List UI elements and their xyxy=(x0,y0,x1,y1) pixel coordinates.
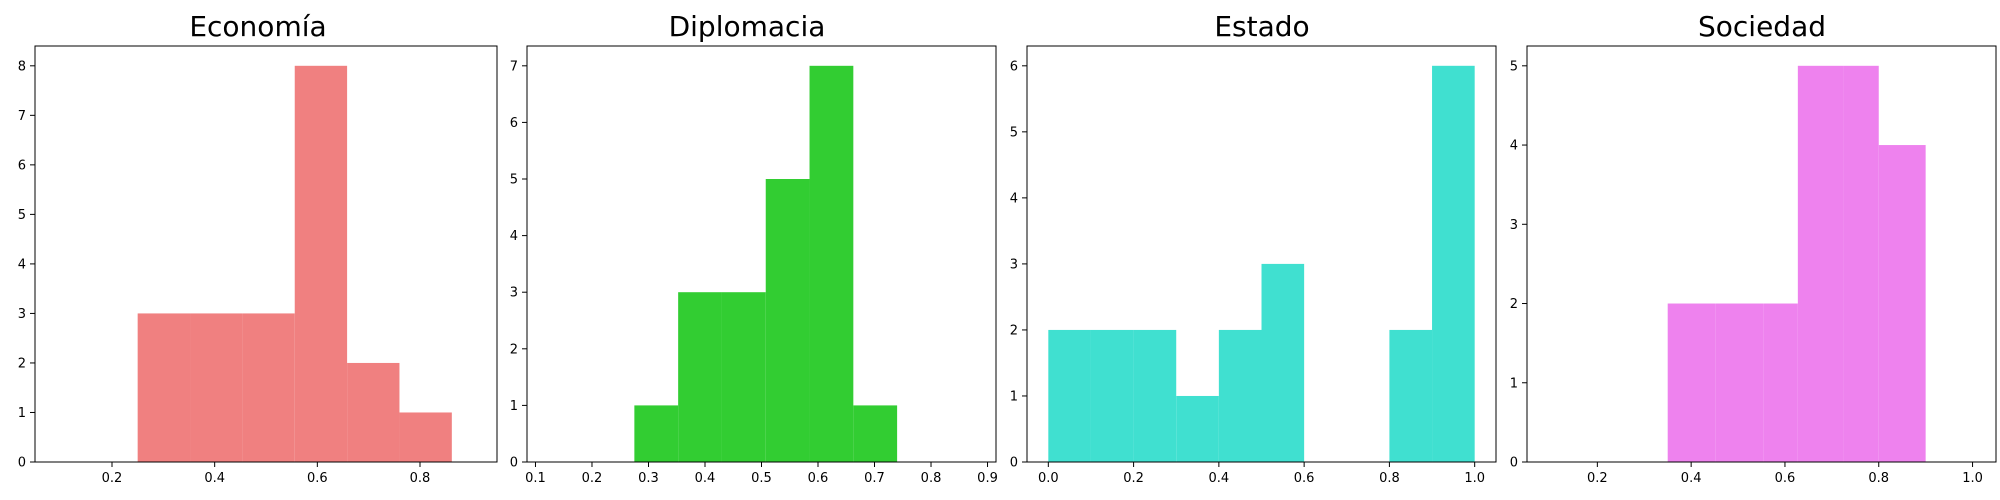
y-tick-label: 0 xyxy=(510,456,518,471)
x-tick-label: 0.8 xyxy=(1379,471,1400,486)
panel-title: Estado xyxy=(1214,10,1310,43)
y-tick-label: 2 xyxy=(510,342,518,357)
y-tick-label: 0 xyxy=(1510,456,1518,471)
x-tick-label: 0.6 xyxy=(1775,471,1796,486)
panel-title: Economía xyxy=(189,10,327,43)
y-tick-label: 5 xyxy=(1510,59,1518,74)
y-tick-label: 1 xyxy=(1510,376,1518,391)
panel-diplomacia: Diplomacia 0.1 0.2 0.3 0.4 0.5 0.6 0.7 0.8 0.9 0 1… xyxy=(510,10,998,486)
y-tick-label: 3 xyxy=(1010,257,1018,272)
panel-title: Sociedad xyxy=(1697,10,1826,43)
y-tick-label: 3 xyxy=(510,286,518,301)
histogram-bar xyxy=(1218,329,1262,462)
y-tick-label: 6 xyxy=(18,158,26,173)
histogram-diplomacia: 0.1 0.2 0.3 0.4 0.5 0.6 0.7 0.8 0.9 0 1 2 3 4 5 6 7 xyxy=(510,45,998,486)
histogram-bar xyxy=(242,313,295,462)
histogram-bar xyxy=(1261,263,1305,462)
axes-frame xyxy=(1526,45,1997,463)
histogram-bar xyxy=(853,405,898,462)
x-tick-label: 0.8 xyxy=(921,471,942,486)
histogram-bar xyxy=(399,412,452,462)
y-tick-label: 6 xyxy=(510,116,518,131)
histogram-bar xyxy=(1843,65,1879,463)
x-tick-label: 0.9 xyxy=(977,471,998,486)
y-tick-label: 4 xyxy=(18,257,26,272)
x-tick-label: 0.6 xyxy=(808,471,829,486)
x-tick-label: 0.2 xyxy=(102,471,123,486)
x-tick-label: 0.4 xyxy=(1681,471,1702,486)
panel-estado: Estado 0.0 0.2 0.4 0.6 0.8 1.0 0 1 2 3 4 5 6 xyxy=(1010,10,1497,486)
x-tick-label: 0.4 xyxy=(204,471,225,486)
x-tick-label: 0.7 xyxy=(864,471,885,486)
panel-title: Diplomacia xyxy=(668,10,826,43)
histogram-bar xyxy=(721,292,766,462)
axes-frame xyxy=(1026,45,1497,463)
histogram-bar xyxy=(765,179,810,462)
y-tick-label: 2 xyxy=(1010,323,1018,338)
histogram-bar xyxy=(1176,395,1219,462)
histogram-bar xyxy=(1432,65,1475,463)
histogram-economia: 0.2 0.4 0.6 0.8 0 1 2 3 4 5 6 7 8 xyxy=(18,45,498,486)
y-tick-label: 5 xyxy=(510,173,518,188)
y-tick-label: 6 xyxy=(1010,59,1018,74)
axes-frame xyxy=(34,45,498,463)
y-tick-label: 1 xyxy=(18,406,26,421)
histogram-bar xyxy=(1715,303,1764,462)
y-tick-label: 7 xyxy=(18,109,26,124)
y-tick-label: 0 xyxy=(18,456,26,471)
histogram-bar xyxy=(1389,329,1433,462)
histogram-bar xyxy=(294,65,348,463)
x-tick-label: 0.6 xyxy=(1294,471,1315,486)
x-tick-label: 0.2 xyxy=(1587,471,1608,486)
x-tick-label: 0.1 xyxy=(525,471,546,486)
x-tick-label: 0.0 xyxy=(1038,471,1059,486)
histogram-bar xyxy=(634,405,679,462)
histogram-bar xyxy=(1878,145,1926,463)
y-tick-label: 4 xyxy=(1510,139,1518,154)
histogram-bar xyxy=(809,65,854,463)
histogram-bar xyxy=(1797,65,1844,463)
y-tick-label: 4 xyxy=(510,229,518,244)
x-tick-label: 0.5 xyxy=(751,471,772,486)
y-tick-label: 2 xyxy=(1510,297,1518,312)
x-tick-label: 0.4 xyxy=(695,471,716,486)
y-tick-label: 5 xyxy=(18,208,26,223)
x-tick-label: 0.6 xyxy=(307,471,328,486)
x-tick-label: 0.2 xyxy=(582,471,603,486)
y-tick-label: 1 xyxy=(510,399,518,414)
y-tick-label: 3 xyxy=(1510,218,1518,233)
y-tick-label: 4 xyxy=(1010,191,1018,206)
y-tick-label: 2 xyxy=(18,356,26,371)
histogram-bar xyxy=(678,292,722,462)
x-tick-label: 0.8 xyxy=(1868,471,1889,486)
x-tick-label: 1.0 xyxy=(1962,471,1983,486)
histogram-bar xyxy=(190,313,243,462)
x-tick-label: 1.0 xyxy=(1464,471,1485,486)
x-tick-label: 0.2 xyxy=(1123,471,1144,486)
y-tick-label: 0 xyxy=(1010,456,1018,471)
histogram-bar xyxy=(1667,303,1716,462)
y-tick-label: 7 xyxy=(510,59,518,74)
x-tick-label: 0.3 xyxy=(638,471,659,486)
x-tick-label: 0.4 xyxy=(1209,471,1230,486)
y-tick-label: 8 xyxy=(18,59,26,74)
histogram-bar xyxy=(1048,329,1091,462)
y-tick-label: 3 xyxy=(18,307,26,322)
histogram-bar xyxy=(1763,303,1798,462)
panel-economia: Economía 0.2 0.4 0.6 0.8 0 1 2 3 4 5 6 7 8 xyxy=(0,0,500,500)
histogram-bar xyxy=(1090,329,1134,462)
y-tick-label: 5 xyxy=(1010,125,1018,140)
x-tick-label: 0.8 xyxy=(410,471,431,486)
histogram-bar xyxy=(347,362,400,462)
y-tick-label: 1 xyxy=(1010,389,1018,404)
histogram-bar xyxy=(137,313,191,462)
histogram-bar xyxy=(1133,329,1177,462)
histogram-estado: 0.0 0.2 0.4 0.6 0.8 1.0 0 1 2 3 4 5 6 xyxy=(1010,45,1497,486)
